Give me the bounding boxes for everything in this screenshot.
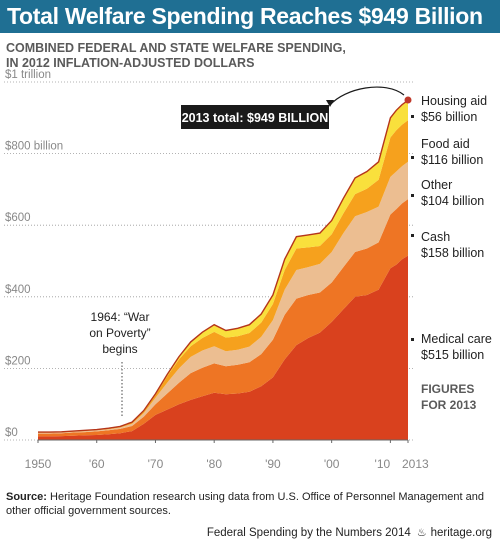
- war-on-poverty-label-3: begins: [102, 342, 137, 356]
- label-food-aid: Food aid: [421, 137, 470, 151]
- y-axis-ticks: $0 $200 $400 $600 $800 billion $1 trillion: [5, 69, 63, 439]
- bell-icon: ♨: [416, 527, 427, 539]
- end-point-dot: [404, 96, 412, 104]
- chart-subtitle: COMBINED FEDERAL AND STATE WELFARE SPEND…: [6, 41, 366, 71]
- figures-note-line-1: FIGURES: [421, 382, 474, 396]
- label-other-amount: $104 billion: [421, 194, 484, 208]
- marker-food-aid: [411, 156, 414, 159]
- chart-title: Total Welfare Spending Reaches $949 Bill…: [7, 3, 483, 29]
- subtitle-line-1: COMBINED FEDERAL AND STATE WELFARE SPEND…: [6, 41, 346, 55]
- stacked-area-chart: $0 $200 $400 $600 $800 billion $1 trillion 19…: [4, 69, 492, 471]
- x-tick-label: '10: [375, 457, 391, 471]
- footer: Federal Spending by the Numbers 2014 ♨ her…: [207, 526, 492, 539]
- marker-medical-care: [411, 338, 414, 341]
- label-cash-amount: $158 billion: [421, 246, 484, 260]
- x-axis-ticks: 1950 '60 '70 '80 '90 '00 '10 2013: [25, 440, 429, 471]
- x-tick-label: '70: [148, 457, 164, 471]
- label-housing-aid-amount: $56 billion: [421, 110, 477, 124]
- war-on-poverty-label-2: on Poverty”: [89, 326, 150, 340]
- x-tick-label: '80: [206, 457, 222, 471]
- marker-cash: [411, 234, 414, 237]
- label-housing-aid: Housing aid: [421, 94, 487, 108]
- source-text: Heritage Foundation research using data …: [6, 491, 484, 517]
- total-callout-box: [181, 105, 329, 129]
- war-on-poverty-label-1: 1964: “War: [91, 310, 150, 324]
- total-callout-label: 2013 total: $949 BILLION: [182, 111, 329, 125]
- x-tick-label: '60: [89, 457, 105, 471]
- area-medical-care: [38, 255, 408, 440]
- callout-arrowhead: [326, 100, 334, 107]
- label-medical-care: Medical care: [421, 332, 492, 346]
- footer-site: heritage.org: [430, 527, 492, 539]
- label-medical-care-amount: $515 billion: [421, 348, 484, 362]
- y-tick-label: $600: [5, 212, 31, 224]
- x-tick-label: '90: [265, 457, 281, 471]
- footer-publication: Federal Spending by the Numbers 2014: [206, 527, 411, 539]
- y-tick-label: $200: [5, 355, 31, 367]
- subtitle-line-2: IN 2012 INFLATION-ADJUSTED DOLLARS: [6, 56, 255, 70]
- y-tick-label: $800 billion: [5, 141, 63, 153]
- label-other: Other: [421, 178, 452, 192]
- figures-note-line-2: FOR 2013: [421, 398, 477, 412]
- callout-arrow: [329, 86, 405, 106]
- label-food-aid-amount: $116 billion: [421, 153, 483, 167]
- source-label: Source:: [6, 491, 47, 503]
- x-tick-label: 1950: [25, 457, 52, 471]
- y-tick-label: $400: [5, 284, 31, 296]
- x-tick-label: 2013: [402, 457, 429, 471]
- area-series: [38, 99, 409, 441]
- y-tick-label: $0: [5, 427, 18, 439]
- y-tick-label: $1 trillion: [5, 69, 51, 81]
- source-note: Source: Heritage Foundation research usi…: [6, 490, 486, 518]
- marker-housing-aid: [411, 115, 414, 118]
- x-tick-label: '00: [324, 457, 340, 471]
- title-bar: Total Welfare Spending Reaches $949 Bill…: [0, 0, 500, 33]
- total-outline: [38, 99, 409, 433]
- marker-other: [411, 194, 414, 197]
- area-cash: [38, 199, 408, 437]
- label-cash: Cash: [421, 230, 450, 244]
